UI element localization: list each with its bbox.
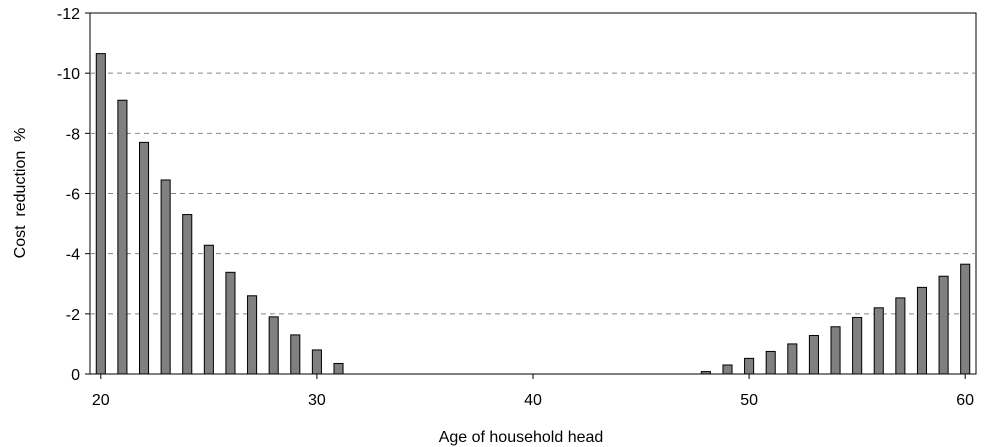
bar (225, 271, 236, 375)
y-tick-label: -10 (57, 66, 80, 83)
bar (203, 244, 214, 375)
bar (700, 371, 711, 375)
bar (808, 334, 819, 375)
bar (895, 297, 906, 375)
x-axis-title: Age of household head (439, 429, 604, 446)
bar (787, 343, 798, 375)
x-axis-ticks: 20 30 40 50 60 (92, 374, 974, 409)
y-tick-label: -8 (66, 126, 80, 143)
bar (744, 357, 755, 375)
bar (160, 179, 171, 375)
y-tick-label: 0 (71, 367, 80, 384)
bar (830, 326, 841, 375)
bar (268, 316, 279, 375)
bar (290, 334, 301, 375)
y-axis-ticks: 0 -2 -4 -6 -8 -10 -12 (57, 6, 90, 384)
y-tick-label: -2 (66, 307, 80, 324)
x-tick-label: 60 (956, 392, 974, 409)
y-tick-label: -4 (66, 247, 80, 264)
bar (960, 263, 971, 375)
bar (247, 295, 258, 375)
bar (117, 99, 128, 375)
bar (916, 286, 928, 375)
y-tick-label: -12 (57, 6, 80, 23)
bar (765, 350, 776, 375)
bar (938, 275, 949, 375)
bar (311, 349, 322, 375)
bar (182, 214, 193, 375)
bar (95, 53, 106, 375)
bar (138, 141, 150, 375)
bar (333, 362, 344, 375)
x-tick-label: 50 (740, 392, 758, 409)
bars (95, 53, 971, 375)
bar (722, 364, 733, 375)
x-tick-label: 40 (524, 392, 542, 409)
bar (852, 316, 863, 375)
gridlines (90, 72, 976, 315)
y-axis-title: Cost reduction % (12, 128, 29, 259)
y-tick-label: -6 (66, 187, 80, 204)
x-tick-label: 20 (92, 392, 110, 409)
x-tick-label: 30 (308, 392, 326, 409)
bar (873, 307, 884, 375)
